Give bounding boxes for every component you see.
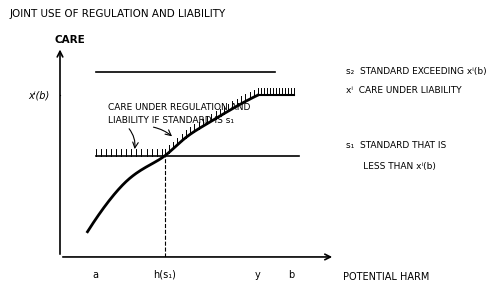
Text: b: b xyxy=(288,270,294,279)
Text: xⁱ  CARE UNDER LIABILITY: xⁱ CARE UNDER LIABILITY xyxy=(346,86,462,95)
Text: s₁  STANDARD THAT IS: s₁ STANDARD THAT IS xyxy=(346,141,446,150)
Text: LIABILITY IF STANDARD IS s₁: LIABILITY IF STANDARD IS s₁ xyxy=(108,116,234,125)
Text: JOINT USE OF REGULATION AND LIABILITY: JOINT USE OF REGULATION AND LIABILITY xyxy=(10,9,226,19)
Text: s₂  STANDARD EXCEEDING xⁱ(b): s₂ STANDARD EXCEEDING xⁱ(b) xyxy=(346,67,486,77)
Text: POTENTIAL HARM: POTENTIAL HARM xyxy=(343,272,430,282)
Text: h(s₁): h(s₁) xyxy=(153,270,176,279)
Text: y: y xyxy=(255,270,261,279)
Text: CARE UNDER REGULATION AND: CARE UNDER REGULATION AND xyxy=(108,103,251,112)
Text: CARE: CARE xyxy=(54,35,85,45)
Text: xⁱ(b): xⁱ(b) xyxy=(28,90,49,100)
Text: LESS THAN xⁱ(b): LESS THAN xⁱ(b) xyxy=(346,162,436,171)
Text: a: a xyxy=(93,270,99,279)
